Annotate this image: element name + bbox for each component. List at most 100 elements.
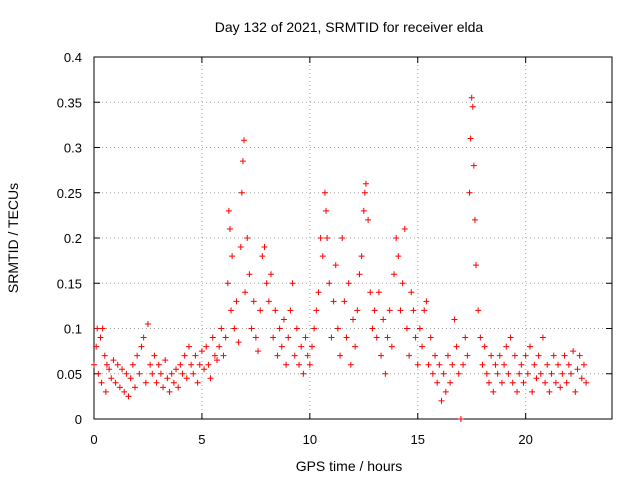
data-point bbox=[283, 361, 290, 368]
y-tick-label: 0.2 bbox=[64, 231, 82, 246]
data-point bbox=[244, 235, 251, 241]
data-point bbox=[289, 280, 296, 287]
data-point bbox=[578, 375, 585, 382]
data-point bbox=[451, 316, 458, 323]
data-point bbox=[168, 370, 175, 377]
data-point bbox=[287, 307, 294, 314]
data-point bbox=[218, 325, 225, 332]
data-point bbox=[391, 271, 398, 278]
data-point bbox=[235, 339, 242, 346]
data-point bbox=[501, 361, 508, 368]
data-point bbox=[570, 348, 577, 355]
data-point bbox=[361, 189, 368, 196]
data-point bbox=[462, 334, 469, 341]
data-point bbox=[241, 137, 248, 144]
data-point bbox=[177, 361, 184, 368]
data-point bbox=[542, 379, 549, 386]
data-point bbox=[300, 370, 307, 377]
data-point bbox=[226, 225, 233, 232]
data-point bbox=[395, 253, 402, 260]
data-point bbox=[132, 384, 139, 391]
data-point bbox=[384, 334, 391, 341]
y-tick-label: 0.25 bbox=[57, 186, 82, 201]
data-point bbox=[518, 361, 525, 368]
data-point bbox=[358, 253, 365, 260]
data-point bbox=[526, 343, 533, 350]
data-point bbox=[93, 343, 100, 350]
x-axis-label: GPS time / hours bbox=[296, 458, 403, 474]
data-point bbox=[503, 343, 510, 350]
data-point bbox=[106, 366, 113, 373]
data-point bbox=[470, 162, 477, 169]
data-point bbox=[270, 334, 277, 341]
data-point bbox=[371, 307, 378, 314]
data-point bbox=[475, 307, 482, 314]
chart-title: Day 132 of 2021, SRMTID for receiver eld… bbox=[215, 19, 484, 35]
data-point bbox=[188, 361, 195, 368]
data-point bbox=[229, 253, 236, 260]
data-point bbox=[393, 235, 400, 241]
data-point bbox=[362, 180, 369, 187]
data-point bbox=[201, 366, 208, 373]
data-point bbox=[337, 352, 344, 359]
data-point bbox=[378, 352, 385, 359]
data-point bbox=[576, 352, 583, 359]
data-point bbox=[257, 307, 264, 314]
data-point bbox=[140, 334, 147, 341]
data-point bbox=[291, 352, 298, 359]
y-tick-label: 0.35 bbox=[57, 95, 82, 110]
data-point bbox=[386, 307, 393, 314]
data-point bbox=[356, 271, 363, 278]
data-point bbox=[332, 262, 339, 269]
data-point bbox=[127, 375, 134, 382]
data-point bbox=[467, 135, 474, 142]
data-point bbox=[248, 325, 255, 332]
data-point bbox=[237, 244, 244, 251]
data-point bbox=[129, 361, 136, 368]
data-point bbox=[535, 352, 542, 359]
data-point bbox=[147, 361, 154, 368]
axis-ticks bbox=[93, 56, 612, 420]
data-point bbox=[347, 361, 354, 368]
data-point bbox=[373, 334, 380, 341]
data-point bbox=[164, 375, 171, 382]
data-point bbox=[157, 370, 164, 377]
data-point bbox=[274, 352, 281, 359]
data-point bbox=[533, 375, 540, 382]
x-tick-label: 15 bbox=[411, 432, 425, 447]
data-point bbox=[142, 379, 149, 386]
data-point bbox=[360, 207, 367, 214]
data-point bbox=[175, 384, 182, 391]
data-point bbox=[250, 298, 257, 305]
data-point bbox=[207, 375, 214, 382]
data-points bbox=[91, 94, 590, 422]
data-point bbox=[125, 393, 132, 400]
data-point bbox=[198, 348, 205, 355]
data-point bbox=[339, 235, 346, 241]
data-point bbox=[565, 361, 572, 368]
data-point bbox=[419, 343, 426, 350]
data-point bbox=[313, 307, 320, 314]
data-point bbox=[242, 289, 249, 296]
data-point bbox=[323, 207, 330, 214]
data-point bbox=[149, 370, 156, 377]
data-point bbox=[343, 334, 350, 341]
data-point bbox=[233, 298, 240, 305]
data-point bbox=[173, 366, 180, 373]
data-point bbox=[255, 348, 262, 355]
data-point bbox=[179, 370, 186, 377]
data-point bbox=[354, 307, 361, 314]
data-point bbox=[369, 325, 376, 332]
data-point bbox=[494, 370, 501, 377]
data-point bbox=[380, 316, 387, 323]
data-point bbox=[209, 334, 216, 341]
data-point bbox=[583, 379, 590, 386]
data-point bbox=[99, 325, 106, 332]
y-axis-label: SRMTID / TECUs bbox=[5, 183, 21, 293]
data-point bbox=[97, 334, 104, 341]
data-point bbox=[442, 388, 449, 395]
data-point bbox=[95, 370, 102, 377]
data-point bbox=[216, 343, 223, 350]
data-point bbox=[453, 343, 460, 350]
data-point bbox=[477, 334, 484, 341]
